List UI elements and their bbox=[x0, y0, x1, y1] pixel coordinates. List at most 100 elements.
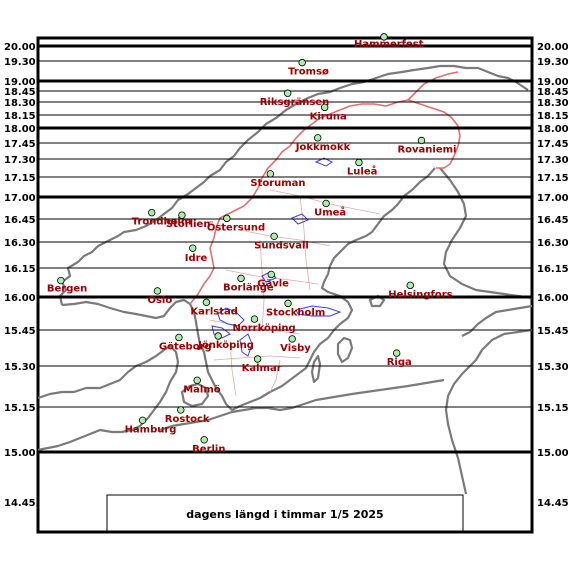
city-label: Jokkmokk bbox=[295, 142, 351, 153]
tick-label-left: 16.45 bbox=[4, 215, 36, 226]
city-hammerfest: Hammerfest bbox=[354, 33, 424, 50]
tick-label-right: 16.15 bbox=[537, 264, 569, 275]
tick-label-right: 20.00 bbox=[537, 42, 569, 53]
city-marker bbox=[380, 33, 388, 41]
tick-label-right: 15.30 bbox=[537, 362, 569, 373]
city-marker bbox=[200, 436, 208, 444]
city-label: Tromsø bbox=[288, 67, 329, 78]
tick-label-left: 18.30 bbox=[4, 98, 36, 109]
city-marker bbox=[298, 58, 306, 67]
map-frame bbox=[36, 36, 534, 534]
tick-label-left: 16.15 bbox=[4, 264, 36, 275]
city-karlstad: Karlstad bbox=[190, 298, 238, 317]
tick-label-right: 17.45 bbox=[537, 139, 569, 150]
city-marker bbox=[355, 158, 363, 167]
city-marker bbox=[175, 333, 183, 342]
city-trondheim: Trondheim bbox=[132, 208, 191, 228]
city-marker bbox=[266, 170, 275, 178]
city-marker bbox=[283, 89, 292, 97]
city-storuman: Storuman bbox=[250, 170, 306, 189]
caption-box: dagens längd i timmar 1/5 2025 bbox=[106, 494, 464, 532]
city-label: Norrköping bbox=[232, 323, 295, 334]
tick-label-right: 17.15 bbox=[537, 173, 569, 184]
city-storlien: Storlien bbox=[166, 211, 211, 230]
city-label: Luleå bbox=[347, 164, 377, 177]
city-marker bbox=[189, 244, 197, 252]
tick-label-left: 19.00 bbox=[4, 77, 36, 88]
city-marker bbox=[250, 315, 259, 323]
tick-label-left: 17.15 bbox=[4, 173, 36, 184]
city-marker bbox=[417, 136, 426, 145]
city-riga: Riga bbox=[387, 349, 412, 368]
city-label: Stockholm bbox=[266, 307, 325, 318]
city-marker bbox=[322, 199, 330, 208]
city--stersund: Östersund bbox=[207, 214, 265, 233]
city-marker bbox=[57, 276, 65, 285]
tick-label-right: 19.30 bbox=[537, 57, 569, 68]
city-j-nk-ping: Jönköping bbox=[197, 332, 254, 351]
tick-label-left: 20.00 bbox=[4, 42, 36, 53]
lakes bbox=[211, 157, 342, 357]
city-label: Hamburg bbox=[125, 424, 177, 435]
city-label: Bergen bbox=[47, 284, 87, 295]
tick-label-right: 16.30 bbox=[537, 238, 569, 249]
city-rostock: Rostock bbox=[165, 406, 210, 425]
city-label: Berlin bbox=[192, 444, 225, 455]
city-label: Storlien bbox=[166, 219, 211, 230]
city-label: Malmö bbox=[183, 384, 221, 395]
tick-label-right: 18.30 bbox=[537, 98, 569, 109]
city-marker bbox=[288, 335, 296, 343]
city-oslo: Oslo bbox=[147, 287, 172, 306]
city-kiruna: Kiruna bbox=[310, 103, 347, 122]
city-berlin: Berlin bbox=[192, 436, 225, 455]
city-riksgr-nsen: Riksgränsen bbox=[260, 89, 329, 108]
tick-label-left: 15.30 bbox=[4, 362, 36, 373]
city-marker bbox=[153, 287, 162, 295]
city-markers: Hammerfest Tromsø Riksgränsen Kiruna Jokkmok… bbox=[47, 33, 456, 455]
city-helsingfors: Helsingfors bbox=[388, 281, 453, 300]
city-stockholm: Stockholm bbox=[266, 299, 325, 318]
tick-label-left: 17.45 bbox=[4, 139, 36, 150]
tick-label-right: 15.15 bbox=[537, 403, 569, 414]
city-label: Visby bbox=[280, 343, 311, 354]
city-marker bbox=[393, 349, 401, 357]
city-hamburg: Hamburg bbox=[125, 416, 177, 435]
city-marker bbox=[223, 214, 231, 223]
tick-label-right: 18.45 bbox=[537, 87, 569, 98]
tick-label-left: 16.30 bbox=[4, 238, 36, 249]
tick-label-right: 17.00 bbox=[537, 193, 569, 204]
tick-label-left: 15.00 bbox=[4, 448, 36, 459]
city-label: Helsingfors bbox=[388, 289, 452, 300]
tick-label-right: 16.00 bbox=[537, 293, 569, 304]
city-marker bbox=[237, 274, 245, 283]
city-marker bbox=[284, 299, 292, 308]
city-label: Karlstad bbox=[190, 306, 238, 317]
city-marker bbox=[406, 281, 414, 290]
city-g-vle: Gävle bbox=[257, 270, 289, 289]
city-label: Gävle bbox=[257, 278, 289, 289]
tick-label-left: 17.30 bbox=[4, 155, 36, 166]
caption-frame bbox=[106, 494, 464, 532]
city-label: Kiruna bbox=[310, 111, 347, 122]
city-rovaniemi: Rovaniemi bbox=[397, 136, 456, 155]
tick-label-left: 15.45 bbox=[4, 326, 36, 337]
city-troms-: Tromsø bbox=[288, 58, 329, 78]
city-label: Kalmar bbox=[242, 363, 282, 374]
city-label: Jönköping bbox=[197, 340, 254, 351]
tick-label-right: 15.45 bbox=[537, 326, 569, 337]
city-label: Umeå bbox=[314, 205, 346, 218]
city-marker bbox=[214, 332, 222, 340]
city-label: Hammerfest bbox=[354, 39, 424, 50]
city-marker bbox=[178, 211, 186, 219]
tick-label-left: 15.15 bbox=[4, 403, 36, 414]
tick-label-left: 18.45 bbox=[4, 87, 36, 98]
city-marker bbox=[148, 208, 156, 217]
city-label: Borlänge bbox=[223, 282, 274, 293]
tick-label-left: 18.00 bbox=[4, 124, 36, 135]
map-caption: dagens längd i timmar 1/5 2025 bbox=[186, 508, 383, 521]
city-marker bbox=[320, 103, 329, 112]
tick-label-left: 19.30 bbox=[4, 57, 36, 68]
city-marker bbox=[138, 416, 147, 425]
city-marker bbox=[177, 406, 185, 414]
